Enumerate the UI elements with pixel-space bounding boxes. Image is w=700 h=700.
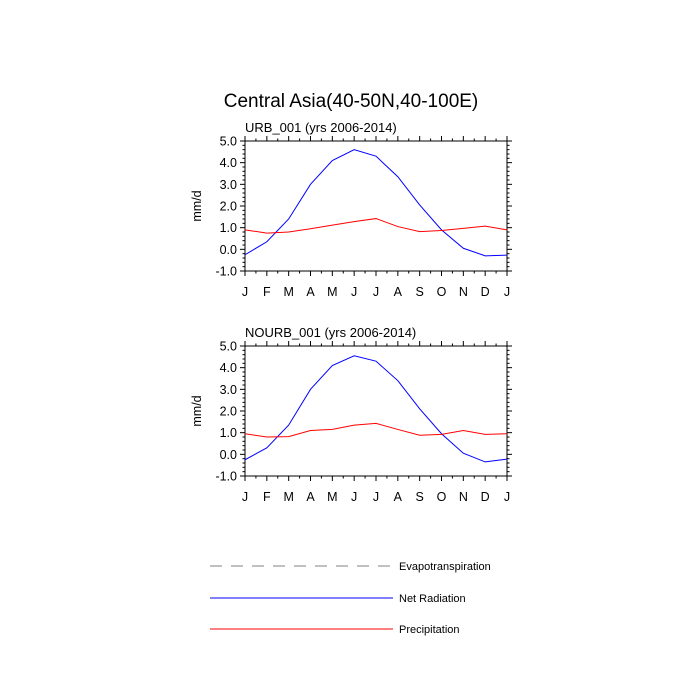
x-tick-label: J	[504, 285, 510, 299]
figure-title: Central Asia(40-50N,40-100E)	[224, 91, 479, 112]
y-axis-label: mm/d	[190, 395, 204, 426]
x-tick-label: A	[394, 285, 403, 299]
y-tick-label: 4.0	[220, 361, 237, 375]
legend-label: Evapotranspiration	[399, 561, 491, 573]
legend-item: Net Radiation	[210, 593, 466, 605]
y-tick-label: 3.0	[220, 383, 237, 397]
y-axis-label: mm/d	[190, 190, 204, 221]
x-tick-label: J	[504, 490, 510, 504]
y-tick-label: 4.0	[220, 156, 237, 170]
x-tick-label: M	[327, 285, 337, 299]
panel-title: URB_001 (yrs 2006-2014)	[245, 120, 397, 135]
legend-item: Evapotranspiration	[210, 561, 491, 573]
legend-label: Net Radiation	[399, 593, 466, 605]
y-tick-label: -1.0	[215, 470, 237, 484]
legend-label: Precipitation	[399, 624, 460, 636]
series-line-precipitation	[244, 422, 508, 438]
legend-item: Precipitation	[210, 624, 460, 636]
legend: Evapotranspiration Net Radiation Precipita…	[210, 561, 491, 636]
x-tick-label: M	[283, 285, 293, 299]
y-tick-label: 1.0	[220, 426, 237, 440]
x-tick-label: M	[283, 490, 293, 504]
x-tick-label: J	[373, 285, 379, 299]
y-tick-label: 2.0	[220, 200, 237, 214]
y-tick-label: 5.0	[220, 340, 237, 354]
y-tick-label: 2.0	[220, 405, 237, 419]
plot-frame	[244, 345, 508, 477]
chart-panel-2: NOURB_001 (yrs 2006-2014) -1.0 0.0 1.0 2.0 3.…	[190, 325, 512, 504]
x-tick-label: F	[263, 490, 271, 504]
series-line-precipitation	[244, 218, 508, 234]
x-tick-label: J	[242, 490, 248, 504]
x-tick-label: J	[351, 490, 357, 504]
y-tick-label: -1.0	[215, 265, 237, 279]
x-tick-label: M	[327, 490, 337, 504]
x-tick-label: D	[481, 285, 490, 299]
x-tick-label: S	[415, 490, 423, 504]
y-tick-label: 3.0	[220, 178, 237, 192]
y-tick-label: 0.0	[220, 448, 237, 462]
x-tick-label: F	[263, 285, 271, 299]
series-line-net-radiation	[244, 149, 508, 257]
x-tick-label: J	[373, 490, 379, 504]
panel-title: NOURB_001 (yrs 2006-2014)	[245, 325, 416, 340]
plot-frame	[244, 140, 508, 272]
y-tick-label: 0.0	[220, 243, 237, 257]
x-tick-label: O	[437, 490, 447, 504]
x-tick-label: O	[437, 285, 447, 299]
x-tick-label: A	[394, 490, 403, 504]
series-line-net-radiation	[244, 355, 508, 463]
x-tick-label: N	[459, 490, 468, 504]
x-tick-label: J	[242, 285, 248, 299]
x-tick-label: N	[459, 285, 468, 299]
chart-panel-1: URB_001 (yrs 2006-2014) -1.0 0.0 1.0 2.0 3.0 4…	[190, 120, 512, 299]
x-tick-label: S	[415, 285, 423, 299]
x-tick-label: A	[306, 490, 315, 504]
x-tick-label: J	[351, 285, 357, 299]
x-tick-label: A	[306, 285, 315, 299]
y-tick-label: 5.0	[220, 135, 237, 149]
x-tick-label: D	[481, 490, 490, 504]
y-tick-label: 1.0	[220, 221, 237, 235]
